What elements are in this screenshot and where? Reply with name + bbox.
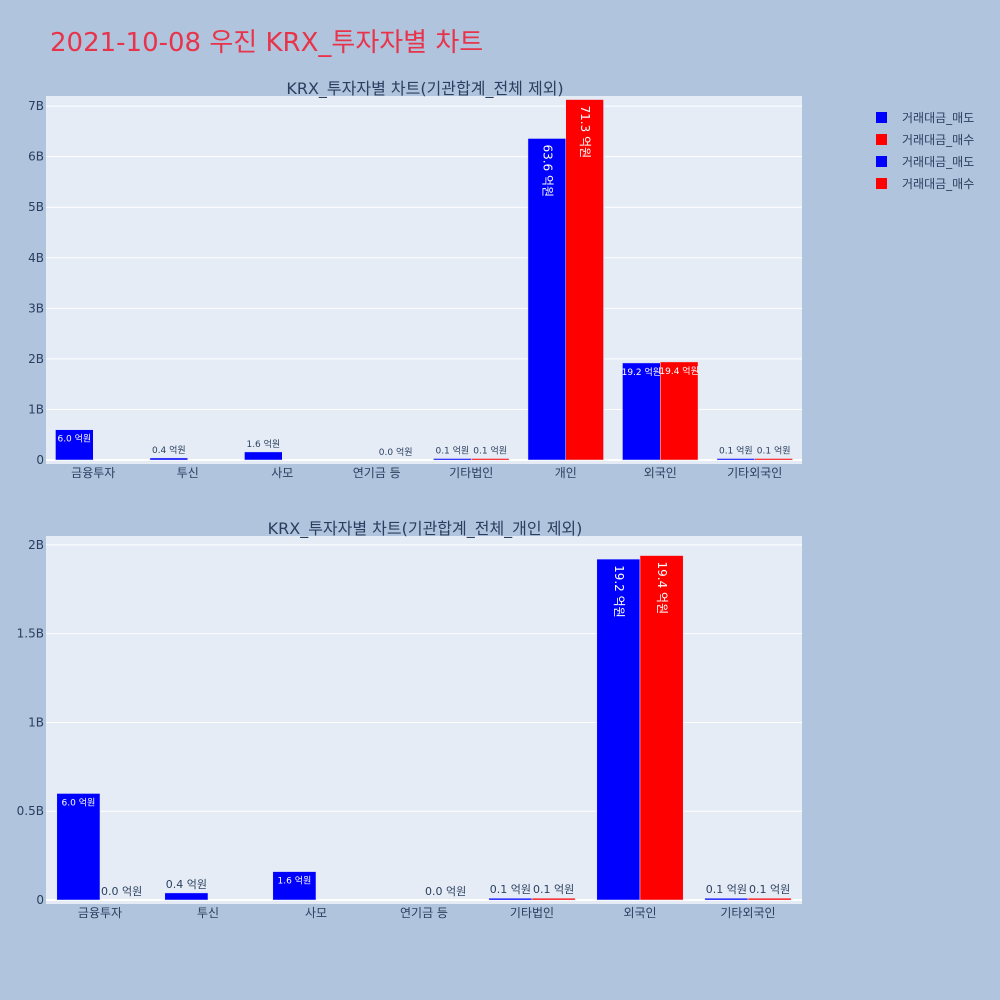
chart2-data-label: 1.6 억원 [278, 875, 312, 887]
chart1-data-label: 0.1 억원 [719, 445, 753, 457]
chart1-x-tick-label: 사모 [271, 466, 293, 480]
chart2-data-label: 0.1 억원 [533, 883, 574, 896]
legend-label: 거래대금_매수 [902, 132, 975, 147]
chart1-data-label: 6.0 억원 [57, 433, 91, 445]
chart1-y-tick-label: 0 [36, 453, 44, 467]
legend-item[interactable]: 거래대금_매도 [876, 106, 974, 128]
chart2-y-tick-label: 0 [36, 893, 44, 907]
chart1-data-label: 0.4 억원 [152, 444, 186, 456]
chart2-data-label: 0.1 억원 [706, 883, 747, 896]
legend-item[interactable]: 거래대금_매수 [876, 172, 974, 194]
chart1-data-label: 0.1 억원 [435, 445, 469, 457]
chart1-bar [716, 458, 756, 461]
chart1-y-tick-label: 6B [28, 150, 44, 164]
chart1-x-tick-label: 개인 [555, 466, 577, 480]
chart1-bar [660, 361, 699, 461]
chart2-bar [56, 793, 101, 901]
legend-swatch [876, 133, 887, 145]
chart1-x-tick-label: 연기금 등 [353, 466, 401, 480]
chart2-x-tick-label: 투신 [197, 906, 219, 920]
chart1-x-tick-label: 기타외국인 [727, 466, 782, 480]
chart2-y-tick-label: 1.5B [17, 627, 44, 641]
chart2-bar [747, 897, 792, 901]
chart1-data-label: 19.4 억원 [659, 365, 698, 377]
legend-label: 거래대금_매도 [902, 154, 975, 169]
chart1-data-label: 63.6 억원 [540, 144, 554, 197]
chart2-data-label: 0.4 억원 [166, 878, 207, 891]
legend-label: 거래대금_매수 [902, 176, 975, 191]
legend[interactable]: 거래대금_매도 거래대금_매수 거래대금_매도 거래대금_매수 [876, 106, 974, 194]
chart2-bar [164, 892, 209, 901]
chart2-bar [639, 555, 684, 901]
chart1-y-tick-label: 2B [28, 352, 44, 366]
legend-item[interactable]: 거래대금_매도 [876, 150, 974, 172]
legend-swatch [876, 111, 887, 123]
chart1-data-label: 0.1 억원 [473, 445, 507, 457]
chart2-plot-area [46, 536, 802, 904]
chart1-y-tick-label: 5B [28, 200, 44, 214]
chart2-x-tick-label: 외국인 [623, 906, 656, 920]
chart1-y-tick-label: 4B [28, 251, 44, 265]
chart2-x-tick-label: 금융투자 [78, 906, 122, 920]
chart2-x-tick-label: 사모 [305, 906, 327, 920]
chart2-bar [704, 897, 749, 901]
chart2-bar [488, 897, 533, 901]
chart1-data-label: 19.2 억원 [622, 366, 661, 378]
chart2-data-label: 0.1 억원 [490, 883, 531, 896]
chart2-x-tick-label: 연기금 등 [400, 906, 448, 920]
chart2-title: KRX_투자자별 차트(기관합계_전체_개인 제외) [268, 519, 583, 539]
chart2-bar [531, 897, 576, 901]
chart2-data-label: 19.2 억원 [612, 565, 626, 618]
chart2-x-tick-label: 기타법인 [510, 906, 554, 920]
chart2-bar [272, 871, 317, 901]
chart2-x-tick-label: 기타외국인 [720, 906, 775, 920]
chart2-data-label: 0.0 억원 [425, 885, 466, 898]
legend-swatch [876, 155, 887, 167]
chart1-bar [471, 458, 510, 461]
chart1-y-tick-label: 1B [28, 402, 44, 416]
chart1-title: KRX_투자자별 차트(기관합계_전체 제외) [286, 79, 563, 99]
chart1-x-tick-label: 기타법인 [449, 466, 493, 480]
chart1-x-tick-label: 외국인 [644, 466, 677, 480]
chart1-bar [149, 457, 188, 461]
chart1-data-label: 1.6 억원 [246, 438, 280, 450]
chart1-bar [244, 451, 283, 461]
legend-swatch [876, 177, 887, 189]
chart2-y-tick-label: 0.5B [17, 804, 44, 818]
chart2-y-tick-label: 2B [28, 538, 44, 552]
chart1-y-tick-label: 3B [28, 301, 44, 315]
chart1-y-tick-label: 7B [28, 99, 44, 113]
legend-item[interactable]: 거래대금_매수 [876, 128, 974, 150]
page-title: 2021-10-08 우진 KRX_투자자별 차트 [50, 28, 484, 58]
chart1-bar [754, 458, 793, 461]
legend-label: 거래대금_매도 [902, 110, 975, 125]
chart2-data-label: 19.4 억원 [655, 562, 669, 615]
chart1-bar [55, 429, 94, 461]
chart1-bar [433, 458, 472, 461]
chart1-data-label: 71.3 억원 [578, 106, 592, 159]
chart2-data-label: 6.0 억원 [62, 796, 96, 808]
chart2-bar [596, 558, 641, 901]
chart1-data-label: 0.1 억원 [757, 445, 791, 457]
chart1-x-tick-label: 금융투자 [71, 466, 115, 480]
chart2-data-label: 0.1 억원 [749, 883, 790, 896]
chart1-x-tick-label: 투신 [177, 466, 199, 480]
chart1-data-label: 0.0 억원 [379, 446, 413, 458]
chart1-bar [565, 99, 604, 461]
chart2-y-tick-label: 1B [28, 715, 44, 729]
chart2-data-label: 0.0 억원 [101, 885, 142, 898]
